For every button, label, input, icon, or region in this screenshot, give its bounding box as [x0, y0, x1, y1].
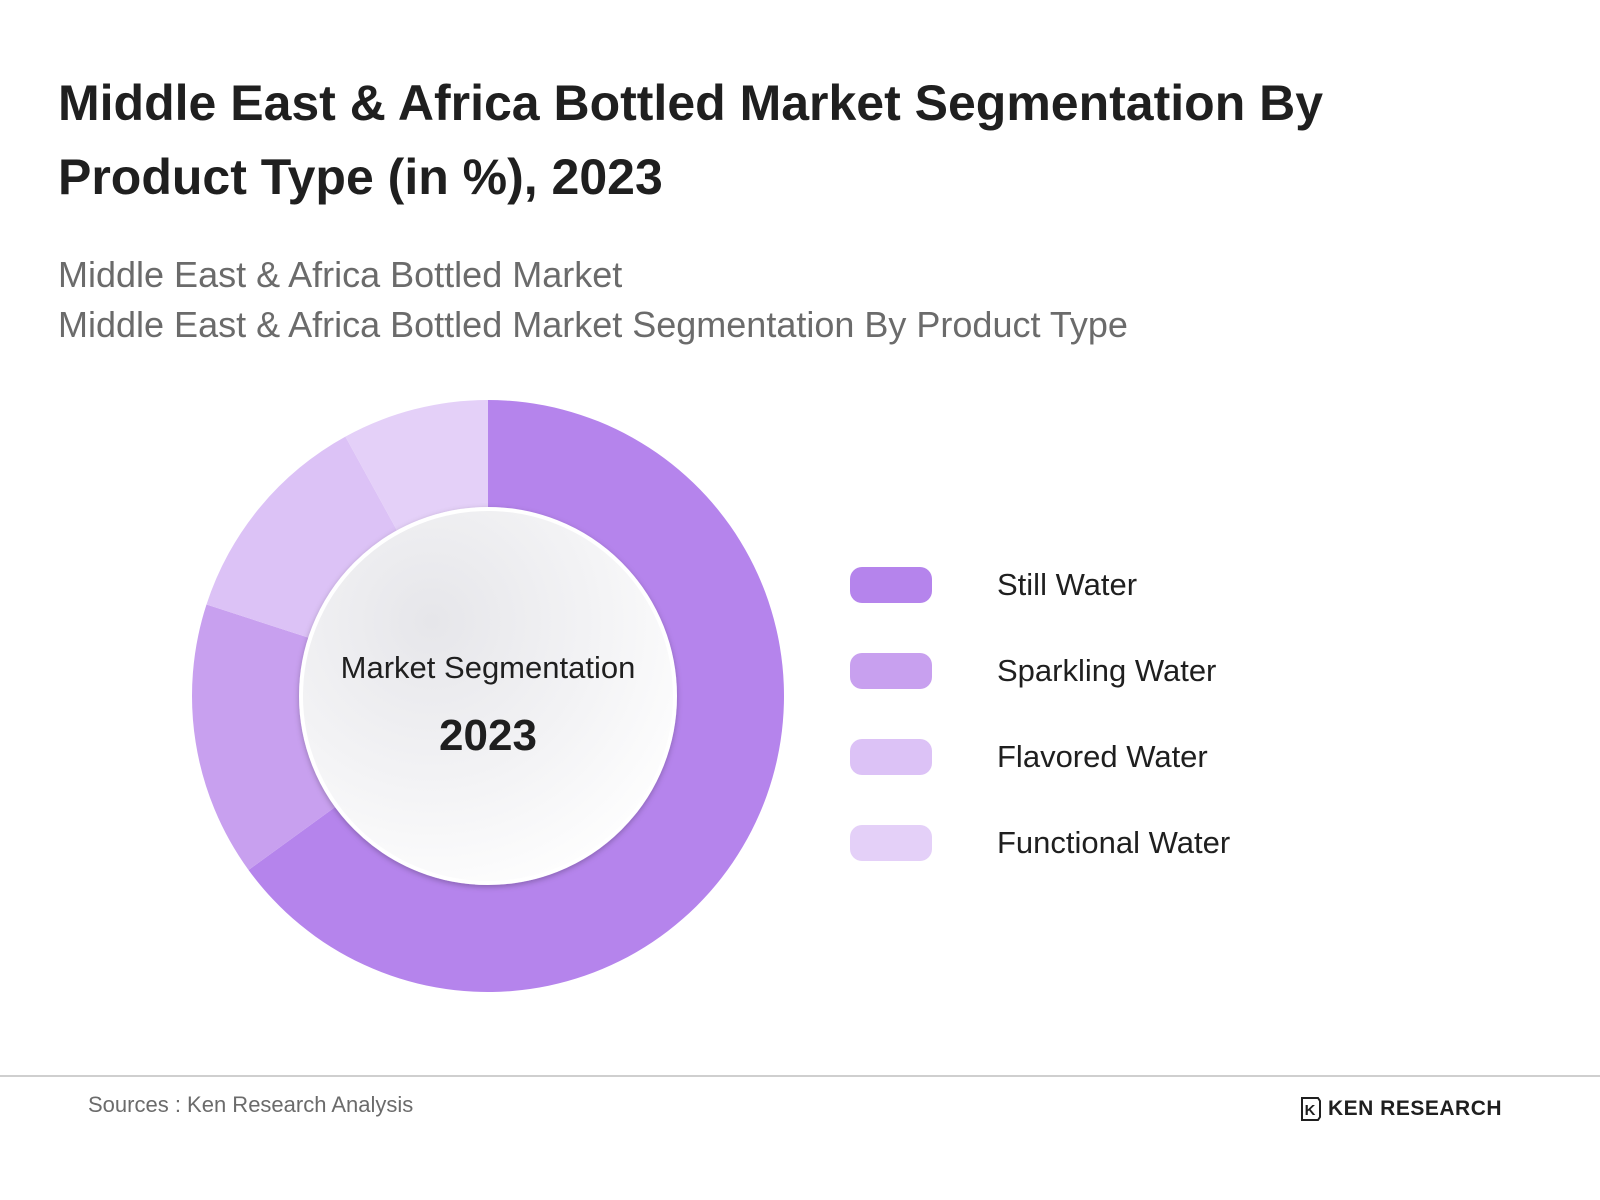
donut-center [299, 507, 677, 885]
logo-mark: K [1305, 1102, 1316, 1119]
legend-swatch [850, 739, 932, 775]
sources-note: Sources : Ken Research Analysis [88, 1092, 414, 1117]
ken-research-logo: K KEN RESEARCH [1300, 1094, 1502, 1124]
ken-research-logo-icon: K [1301, 1097, 1321, 1121]
subtitle-line-1: Middle East & Africa Bottled Market [58, 254, 623, 295]
legend-label: Still Water [997, 567, 1138, 602]
legend-item-still-water[interactable]: Still Water [850, 565, 1450, 605]
chart-subtitle: Middle East & Africa Bottled Market Midd… [58, 250, 1458, 350]
chart-title: Middle East & Africa Bottled Market Segm… [58, 75, 1324, 205]
legend-swatch [850, 653, 932, 689]
brand-name: KEN RESEARCH [1328, 1097, 1503, 1120]
center-value: 2023 [439, 711, 537, 760]
legend-label: Flavored Water [997, 739, 1208, 774]
legend-swatch [850, 825, 932, 861]
legend-label: Sparkling Water [997, 653, 1217, 688]
footer-divider [0, 1075, 1600, 1077]
legend-swatch [850, 567, 932, 603]
legend-item-flavored-water[interactable]: Flavored Water [850, 737, 1450, 777]
legend-item-functional-water[interactable]: Functional Water [850, 823, 1450, 863]
center-label: Market Segmentation [341, 650, 636, 685]
subtitle-line-2: Middle East & Africa Bottled Market Segm… [58, 304, 1128, 345]
legend-item-sparkling-water[interactable]: Sparkling Water [850, 651, 1450, 691]
legend-label: Functional Water [997, 825, 1231, 860]
